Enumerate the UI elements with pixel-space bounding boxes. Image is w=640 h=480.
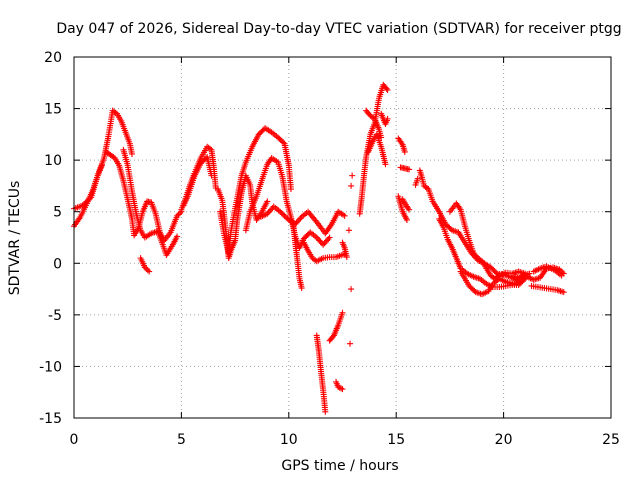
data-point-interp [338, 385, 345, 392]
data-point-interp [316, 237, 323, 244]
data-point [401, 148, 408, 155]
data-point-interp [265, 209, 272, 216]
data-point [348, 286, 355, 293]
data-point [79, 202, 86, 209]
x-tick-label: 5 [177, 432, 186, 448]
data-point-interp [294, 218, 301, 225]
data-point-interp [293, 219, 300, 226]
data-point [378, 134, 385, 141]
data-point [339, 309, 346, 316]
data-point [560, 289, 567, 296]
data-point-interp [329, 333, 336, 340]
data-point-interp [175, 211, 182, 218]
data-point [320, 241, 327, 248]
data-point-interp [82, 199, 89, 206]
data-point [339, 386, 346, 393]
data-point [335, 384, 342, 391]
data-point-interp [297, 215, 304, 222]
data-point-interp [322, 238, 329, 245]
data-point [277, 208, 284, 215]
data-point-interp [423, 184, 430, 191]
data-point [298, 285, 305, 292]
data-point-interp [280, 139, 287, 146]
data-points [71, 81, 567, 415]
data-point-interp [81, 201, 88, 208]
data-point-interp [317, 238, 324, 245]
data-point-interp [296, 216, 303, 223]
y-tick-label: -15 [39, 411, 62, 427]
data-point-interp [268, 206, 275, 213]
data-point [403, 216, 410, 223]
data-point [349, 172, 356, 179]
data-point-interp [284, 215, 291, 222]
y-tick-label: 5 [53, 205, 62, 221]
data-point-interp [321, 240, 328, 247]
data-point [174, 212, 181, 219]
y-axis-ticks: -15 -10 -5 0 5 10 15 20 [39, 50, 611, 427]
data-point [384, 115, 391, 122]
data-point [414, 175, 421, 182]
y-tick-label: -10 [39, 359, 62, 375]
data-point [174, 233, 181, 240]
data-point [264, 210, 271, 217]
data-point-interp [282, 214, 289, 221]
y-tick-label: 10 [44, 153, 62, 169]
data-point [146, 268, 153, 275]
data-point [341, 212, 348, 219]
data-point [406, 166, 413, 173]
data-point-interp [176, 210, 183, 217]
y-tick-label: -5 [48, 308, 62, 324]
data-point [347, 340, 354, 347]
data-point [384, 87, 391, 94]
data-point-interp [83, 198, 90, 205]
data-point-interp [281, 212, 288, 219]
data-point [208, 172, 215, 179]
y-tick-label: 20 [44, 50, 62, 66]
chart-title: Day 047 of 2026, Sidereal Day-to-day VTE… [56, 21, 621, 37]
y-tick-label: 15 [44, 102, 62, 118]
data-point [287, 186, 294, 193]
data-point [141, 264, 148, 271]
data-point [326, 234, 333, 241]
data-point-interp [324, 237, 331, 244]
data-point-interp [383, 85, 390, 92]
data-point [382, 161, 389, 168]
x-tick-label: 20 [495, 432, 513, 448]
grid-lines [74, 57, 611, 418]
data-point [313, 234, 320, 241]
data-point-interp [85, 197, 92, 204]
data-point [406, 206, 413, 213]
data-point [128, 150, 135, 157]
data-point-interp [315, 235, 322, 242]
data-point [322, 408, 329, 415]
data-point-interp [143, 265, 150, 272]
data-point [348, 182, 355, 189]
x-axis-ticks: 0 5 10 15 20 25 [70, 57, 620, 448]
data-point-interp [492, 269, 499, 276]
data-point-interp [86, 195, 93, 202]
data-point-interp [280, 211, 287, 218]
y-axis-label: SDTVAR / TECUs [7, 181, 23, 296]
x-tick-label: 25 [602, 432, 620, 448]
data-point-interp [325, 235, 332, 242]
x-tick-label: 0 [70, 432, 79, 448]
data-point-interp [336, 384, 343, 391]
plot-frame [73, 56, 612, 419]
data-point [343, 254, 350, 261]
x-axis-label: GPS time / hours [281, 458, 398, 474]
x-tick-label: 15 [387, 432, 405, 448]
data-point [345, 227, 352, 234]
data-point-interp [278, 210, 285, 217]
data-point [558, 272, 565, 279]
data-point [264, 198, 271, 205]
data-point-interp [266, 207, 273, 214]
x-tick-label: 10 [280, 432, 298, 448]
data-point-interp [144, 267, 151, 274]
y-tick-label: 0 [53, 256, 62, 272]
